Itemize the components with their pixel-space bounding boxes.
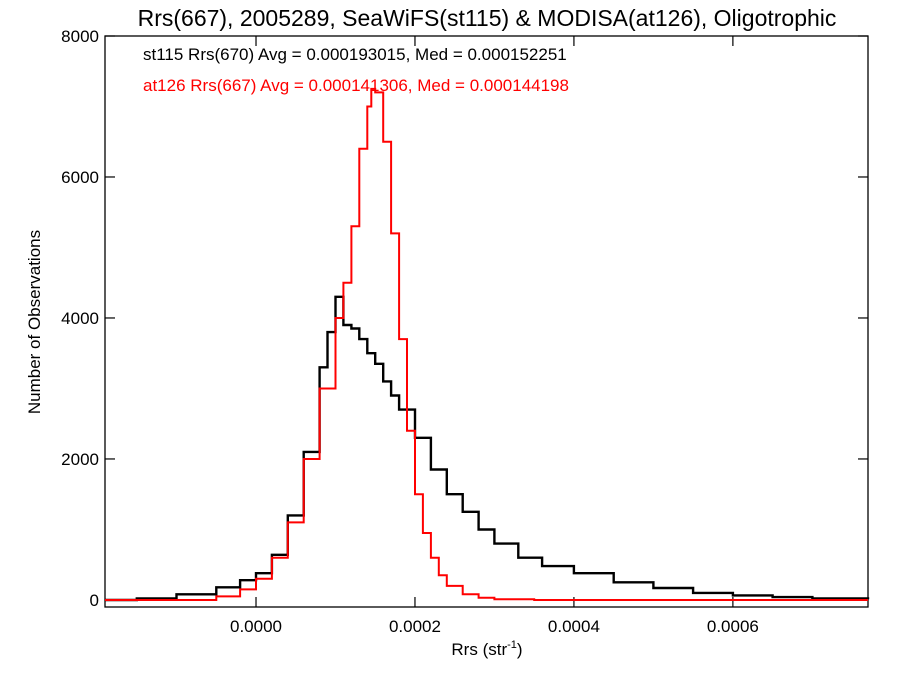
- y-tick-label: 8000: [61, 27, 99, 46]
- series-at126-line: [105, 87, 868, 601]
- x-axis-label-main: Rrs (str: [451, 640, 507, 659]
- series-layer: [105, 87, 870, 602]
- y-tick-label: 0: [90, 591, 99, 610]
- x-tick-label: 0.0006: [707, 617, 759, 636]
- y-axis-ticks: 0 2000 4000 6000 8000: [61, 27, 868, 610]
- legend-entry-st115: st115 Rrs(670) Avg = 0.000193015, Med = …: [143, 45, 567, 64]
- x-axis-ticks: 0.0000 0.0002 0.0004 0.0006: [230, 36, 759, 636]
- legend-entry-at126: at126 Rrs(667) Avg = 0.000141306, Med = …: [143, 76, 569, 95]
- y-tick-label: 6000: [61, 168, 99, 187]
- y-tick-label: 4000: [61, 309, 99, 328]
- x-tick-label: 0.0004: [548, 617, 600, 636]
- chart-title: Rrs(667), 2005289, SeaWiFS(st115) & MODI…: [138, 5, 837, 31]
- x-axis-label-close: ): [517, 640, 523, 659]
- series-st115-line: [105, 295, 870, 602]
- x-tick-label: 0.0000: [230, 617, 282, 636]
- plot-frame: [104, 35, 869, 608]
- x-axis-label-superscript: -1: [507, 639, 517, 651]
- y-tick-label: 2000: [61, 450, 99, 469]
- x-axis-label: Rrs (str-1): [451, 639, 522, 659]
- y-axis-label: Number of Observations: [25, 230, 44, 414]
- x-tick-label: 0.0002: [389, 617, 441, 636]
